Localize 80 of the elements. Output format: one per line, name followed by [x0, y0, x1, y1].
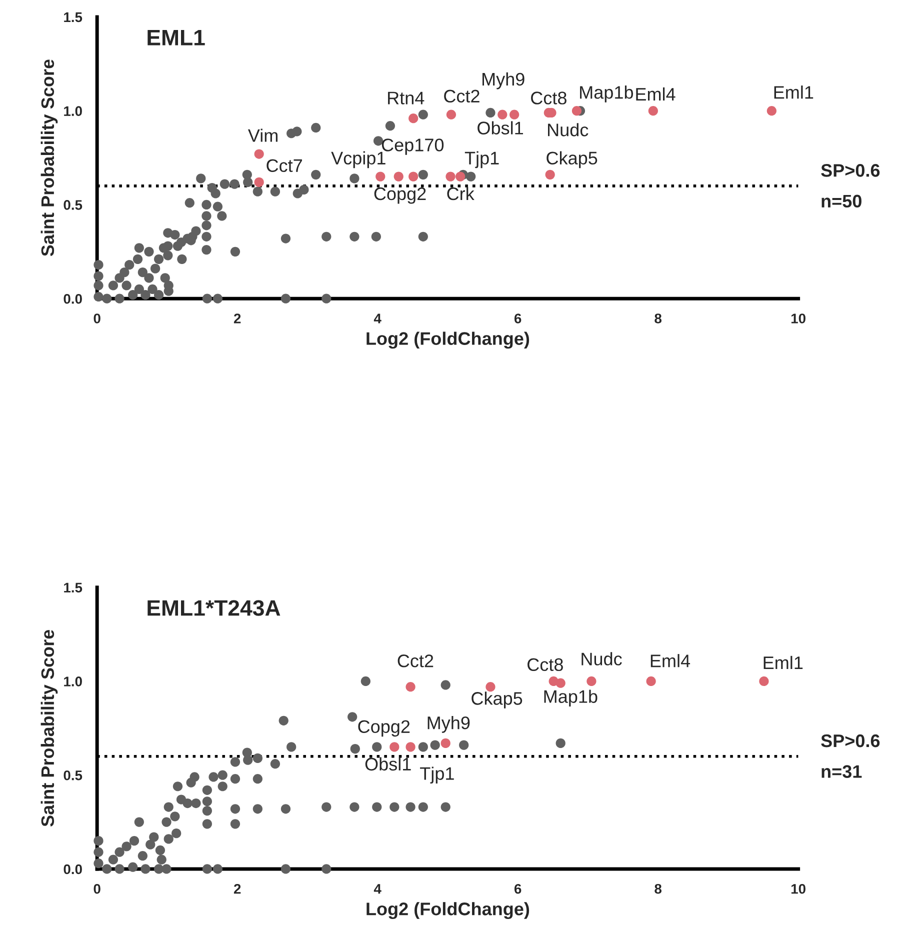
y-tick-label: 1.5: [64, 12, 82, 22]
point: [486, 682, 496, 692]
y-tick-label: 1.5: [64, 582, 82, 593]
y-tick-label: 1.0: [64, 106, 82, 116]
point: [254, 177, 264, 188]
annotation: Cct7: [266, 159, 302, 172]
annotation: Copg2: [358, 720, 410, 737]
x-tick-label: 4: [374, 314, 382, 324]
point: [390, 742, 400, 752]
point: [394, 172, 404, 182]
annotation: Copg2: [374, 187, 426, 204]
annotation: Myh9: [428, 716, 470, 733]
annotation: Obsl1: [478, 121, 523, 134]
x-tick-label: 4: [374, 884, 382, 894]
point: [440, 738, 450, 748]
x-tick-label: 8: [654, 314, 662, 324]
annotation: Myh9: [482, 72, 524, 90]
annotation: Cct2: [398, 654, 434, 668]
x-tick-label: 2: [234, 314, 241, 324]
ref-line-label: SP>0.6: [821, 164, 880, 177]
text: n=31: [822, 765, 862, 778]
x-tick-label: 8: [654, 884, 662, 894]
point: [648, 106, 658, 116]
point: [408, 114, 418, 124]
annotation: Vim: [248, 128, 278, 142]
point: [406, 742, 416, 752]
annotation: Eml4: [650, 654, 690, 668]
annotation: Ckap5: [472, 692, 522, 708]
text: n=50: [822, 194, 862, 208]
ref-line-label: SP>0.6: [821, 734, 880, 748]
x-axis-title: Log2 (FoldChange): [366, 332, 530, 349]
annotation: Nudc: [548, 123, 588, 136]
point: [586, 676, 596, 686]
point: [446, 172, 456, 182]
point: [446, 110, 456, 120]
point: [376, 172, 386, 182]
annotation: Map1b: [544, 690, 598, 707]
annotation: Rtn4: [388, 92, 424, 104]
x-tick-label: 10: [791, 314, 806, 324]
point: [759, 676, 769, 686]
y-axis-title: Saint Probability Score: [40, 60, 58, 256]
x-tick-label: 10: [791, 884, 806, 894]
annotation: Ckap5: [546, 151, 598, 168]
point: [406, 682, 416, 692]
point: [510, 110, 520, 120]
annotation: Crk: [447, 186, 474, 200]
x-tick-label: 6: [514, 314, 522, 324]
annotation: Tjp1: [464, 151, 499, 168]
point: [456, 172, 466, 182]
y-tick-label: 0.5: [64, 200, 82, 210]
x-axis-title: Log2 (FoldChange): [366, 902, 530, 919]
chart-title: EML1*T243A: [148, 600, 280, 616]
annotation: Map1b: [580, 86, 634, 102]
y-tick-label: 0.0: [64, 294, 82, 304]
point: [572, 106, 582, 116]
point: [556, 678, 566, 688]
annotation: Cct2: [444, 90, 480, 103]
annotation: Eml1: [764, 656, 803, 669]
annotation: Nudc: [582, 652, 622, 666]
annotation: Tjp1: [420, 766, 454, 784]
point: [646, 676, 656, 686]
annotation: Eml1: [774, 86, 814, 99]
y-axis-title: Saint Probability Score: [40, 630, 58, 826]
annotation: Cct8: [531, 92, 566, 104]
point: [408, 172, 418, 182]
annotation: Obsl1: [365, 757, 411, 771]
chart-title: EML1: [148, 30, 205, 46]
y-tick-label: 0.5: [64, 770, 82, 780]
y-tick-label: 0.0: [64, 864, 82, 874]
y-tick-label: 1.0: [64, 676, 82, 686]
x-tick-label: 2: [234, 884, 241, 894]
annotation: Eml4: [636, 87, 676, 100]
point: [766, 106, 776, 116]
point: [545, 170, 555, 180]
x-tick-label: 0: [94, 884, 100, 894]
x-tick-label: 0: [94, 314, 100, 324]
point: [254, 149, 264, 159]
x-tick-label: 6: [514, 884, 522, 894]
annotation: Cct8: [528, 658, 563, 672]
point: [498, 110, 508, 120]
